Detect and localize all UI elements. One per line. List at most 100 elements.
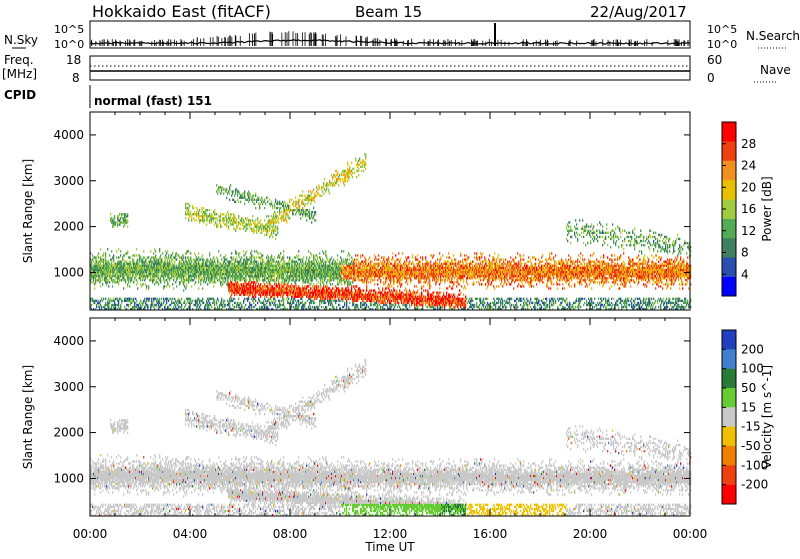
power-cell — [224, 275, 225, 277]
power-cell — [220, 254, 221, 256]
power-cell — [174, 298, 175, 300]
power-cell — [235, 271, 236, 273]
power-cell — [226, 217, 227, 219]
power-cell — [309, 263, 310, 265]
power-cell — [293, 203, 294, 205]
power-cell — [242, 275, 243, 277]
power-cell — [302, 199, 303, 201]
power-cell — [244, 306, 245, 308]
power-cell — [148, 306, 149, 308]
power-cell — [153, 252, 154, 254]
power-cell — [196, 275, 197, 277]
power-cell — [212, 277, 213, 279]
power-cell — [224, 256, 225, 258]
power-cell — [143, 250, 144, 252]
power-cell — [186, 283, 187, 285]
power-cell — [323, 186, 324, 188]
power-cell — [191, 302, 192, 304]
power-cell — [323, 306, 324, 308]
power-cell — [337, 281, 338, 283]
power-cell — [194, 219, 195, 221]
power-cell — [259, 306, 260, 308]
power-cell — [140, 277, 141, 279]
power-cell — [336, 265, 337, 267]
power-cell — [291, 283, 292, 285]
power-cell — [146, 273, 147, 275]
power-cell — [197, 209, 198, 211]
power-cell — [287, 256, 288, 258]
power-cell — [232, 192, 233, 194]
power-cell — [339, 261, 340, 263]
power-cell — [258, 197, 259, 199]
power-cell — [271, 215, 272, 217]
freq-panel: Freq. [MHz] 18 8 60 0 Nave — [2, 53, 791, 85]
nsky-tick-bottom: 10^0 — [54, 38, 84, 51]
power-cell — [180, 281, 181, 283]
power-cell — [249, 192, 250, 194]
power-cell — [142, 304, 143, 306]
power-cell — [144, 256, 145, 258]
power-cell — [125, 281, 126, 283]
power-cell — [245, 281, 246, 283]
power-cell — [235, 258, 236, 260]
power-cell — [246, 225, 247, 227]
power-cell — [216, 300, 217, 302]
power-cell — [250, 283, 251, 285]
power-cell — [291, 298, 292, 300]
power-cell — [108, 304, 109, 306]
power-cell — [250, 252, 251, 254]
power-cell — [103, 254, 104, 256]
power-cell — [196, 261, 197, 263]
power-cell — [261, 230, 262, 232]
power-cell — [165, 275, 166, 277]
cpid-panel: CPID normal (fast) 151 — [4, 85, 212, 108]
power-cell — [103, 258, 104, 260]
power-cell — [269, 236, 270, 238]
power-cell — [191, 277, 192, 279]
power-cell — [228, 221, 229, 223]
power-cell — [101, 306, 102, 308]
power-cell — [257, 281, 258, 283]
power-cell — [285, 273, 286, 275]
power-cell — [283, 254, 284, 256]
power-cell — [181, 277, 182, 279]
power-cell — [172, 298, 173, 300]
power-cell — [272, 296, 273, 298]
power-cell — [215, 263, 216, 265]
power-cell — [227, 219, 228, 221]
power-cell — [324, 287, 325, 289]
power-cell — [221, 302, 222, 304]
power-cell — [127, 215, 128, 217]
power-cell — [186, 302, 187, 304]
power-cell — [225, 279, 226, 281]
power-cell — [233, 256, 234, 258]
power-cell — [263, 287, 264, 289]
power-cell — [213, 256, 214, 258]
power-cell — [185, 258, 186, 260]
power-cell — [130, 256, 131, 258]
power-cell — [125, 213, 126, 215]
power-cell — [284, 281, 285, 283]
power-cell — [294, 287, 295, 289]
power-cell — [264, 298, 265, 300]
power-cell — [114, 302, 115, 304]
power-cell — [158, 277, 159, 279]
power-cell — [180, 300, 181, 302]
power-cell — [322, 190, 323, 192]
power-cell — [312, 289, 313, 291]
power-cell — [265, 203, 266, 205]
power-cell — [235, 250, 236, 252]
power-cell — [197, 300, 198, 302]
power-cell — [121, 261, 122, 263]
power-cell — [141, 285, 142, 287]
power-cell — [244, 283, 245, 285]
power-cell — [196, 215, 197, 217]
power-cell — [127, 213, 128, 215]
power-cell — [159, 300, 160, 302]
power-cell — [236, 256, 237, 258]
power-cell — [295, 205, 296, 207]
power-cell — [271, 263, 272, 265]
power-cell — [217, 258, 218, 260]
power-cell — [184, 281, 185, 283]
